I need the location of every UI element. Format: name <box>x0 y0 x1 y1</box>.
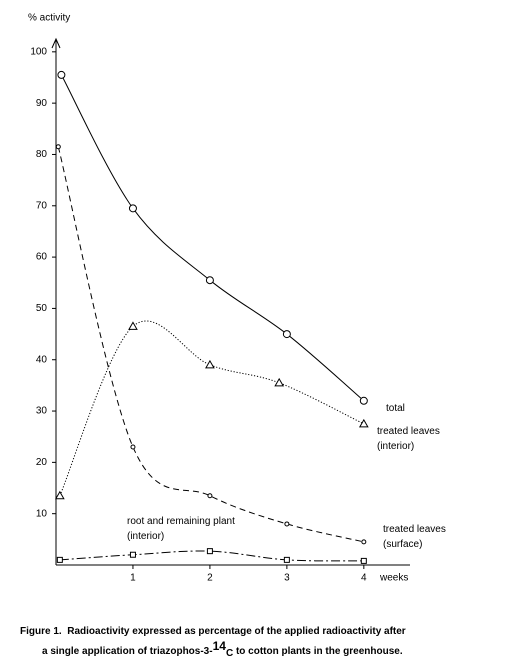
y-axis-label: % activity <box>28 13 70 24</box>
series-label: treated leaves (interior) <box>377 426 440 452</box>
y-tick-label: 100 <box>30 46 47 57</box>
marker <box>207 493 213 499</box>
chart: % activity weeks 10 20 30 40 50 60 70 80 90 100 1 2… <box>28 13 410 584</box>
series-label: root and remaining plant (interior) <box>127 516 235 542</box>
marker <box>206 548 213 555</box>
y-tick-label: 40 <box>36 354 48 365</box>
y-tick-label: 30 <box>36 406 48 417</box>
caption-text: Radioactivity expressed as percentage of… <box>67 626 406 637</box>
y-tick-label: 50 <box>36 303 48 314</box>
caption: Figure 1. Radioactivity expressed as per… <box>20 624 406 661</box>
marker <box>283 556 290 563</box>
marker <box>128 321 138 330</box>
marker <box>128 204 137 213</box>
y-tick-label: 10 <box>36 508 48 519</box>
series-line <box>59 320 365 496</box>
y-tick-label: 80 <box>36 149 48 160</box>
marker <box>284 521 290 527</box>
marker <box>358 418 369 428</box>
marker <box>360 557 367 564</box>
series-label: treated leaves (surface) <box>383 524 446 550</box>
marker <box>130 444 136 450</box>
caption-line: Figure 1. Radioactivity expressed as per… <box>20 624 406 639</box>
marker <box>361 539 367 545</box>
marker <box>205 276 214 285</box>
y-tick-label: 20 <box>36 457 48 468</box>
y-tick-label: 90 <box>36 98 48 109</box>
marker <box>129 551 136 558</box>
marker <box>359 396 368 405</box>
marker <box>57 70 66 79</box>
x-tick-label: 1 <box>130 573 136 584</box>
x-axis-label: weeks <box>379 573 408 584</box>
marker <box>56 556 63 563</box>
series-label: total <box>386 403 405 414</box>
marker <box>274 377 285 387</box>
marker <box>282 330 291 339</box>
marker <box>55 144 61 150</box>
caption-line: a single application of triazophos-3-14C… <box>20 639 406 661</box>
marker <box>205 359 215 369</box>
series-line <box>57 146 364 543</box>
y-tick-label: 70 <box>36 200 48 211</box>
caption-label: Figure 1. <box>20 626 62 637</box>
series-line <box>60 74 365 402</box>
y-axis-arrow <box>51 37 61 49</box>
y-tick-label: 60 <box>36 252 48 263</box>
caption-sup: 14 <box>212 639 226 653</box>
caption-sub: C <box>225 648 234 659</box>
x-tick-label: 3 <box>284 573 290 584</box>
x-tick-label: 2 <box>207 573 213 584</box>
caption-text: to cotton plants in the greenhouse. <box>233 646 403 657</box>
marker <box>54 490 65 500</box>
caption-text: a single application of triazophos-3- <box>42 646 213 657</box>
x-tick-label: 4 <box>361 573 367 584</box>
